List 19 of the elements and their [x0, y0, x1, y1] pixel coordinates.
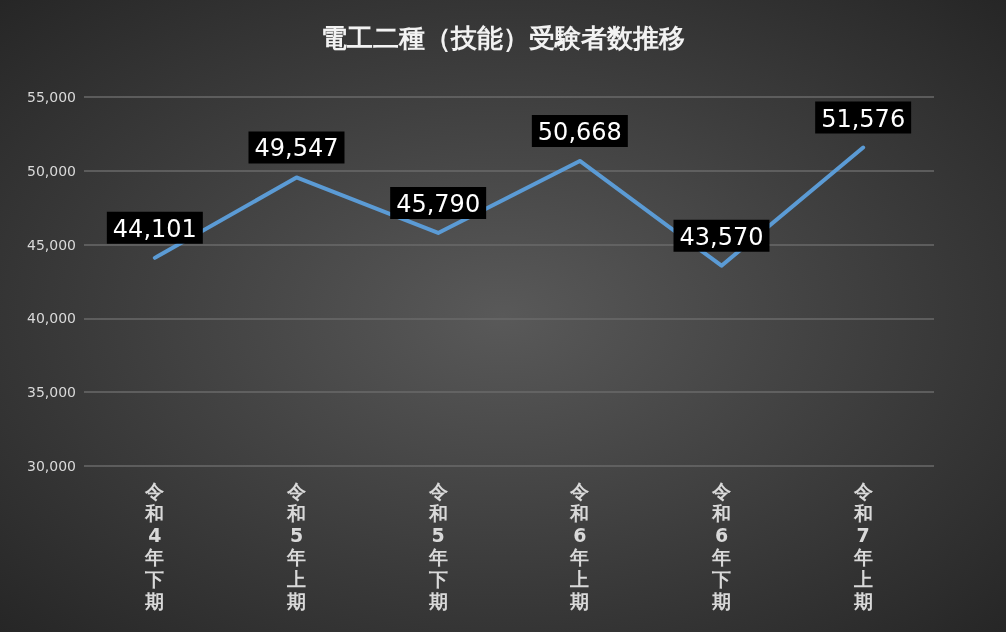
x-tick-label: 令和5年上期: [286, 480, 306, 612]
chart-title: 電工二種（技能）受験者数推移: [321, 23, 685, 53]
y-tick-label: 45,000: [27, 236, 76, 253]
y-tick-label: 30,000: [27, 458, 76, 474]
x-tick-label: 令和5年下期: [427, 480, 448, 612]
data-label: 50,668: [537, 117, 622, 146]
x-tick-label: 令和7年上期: [852, 480, 873, 612]
x-tick-label: 令和6年下期: [711, 480, 731, 612]
data-label: 43,570: [679, 222, 764, 251]
x-tick-label: 令和4年下期: [144, 480, 165, 612]
y-tick-label: 55,000: [27, 89, 76, 105]
y-tick-label: 50,000: [27, 162, 76, 179]
data-label: 45,790: [396, 189, 481, 218]
data-label: 44,101: [112, 214, 197, 243]
y-tick-label: 35,000: [27, 384, 76, 401]
data-label: 49,547: [254, 134, 339, 163]
x-tick-label: 令和6年上期: [569, 480, 590, 612]
data-label: 51,576: [821, 104, 906, 133]
y-tick-label: 40,000: [27, 310, 76, 327]
